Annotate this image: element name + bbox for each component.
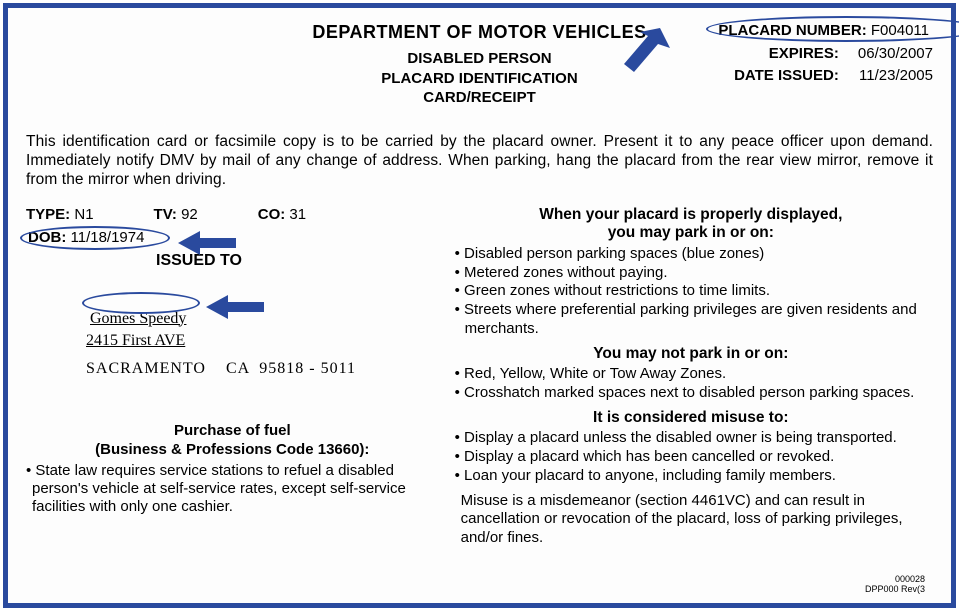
placard-number-row: PLACARD NUMBER: F004011 [714, 20, 933, 43]
date-issued-value: 11/23/2005 [843, 65, 933, 88]
misuse-item: Loan your placard to anyone, including f… [455, 467, 933, 486]
dob-label: DOB: [28, 229, 66, 246]
code-row: TYPE: N1 TV: 92 CO: 31 [26, 206, 439, 223]
issued-to-label: ISSUED TO [156, 252, 439, 270]
expires-row: EXPIRES: 06/30/2007 [714, 43, 933, 66]
type-value: N1 [74, 206, 93, 223]
may-item: Disabled person parking spaces (blue zon… [455, 245, 933, 264]
fuel-title1: Purchase of fuel [174, 422, 291, 439]
misuse-heading: It is considered misuse to: [449, 409, 933, 428]
misuse-list: Display a placard unless the disabled ow… [449, 429, 933, 485]
placard-number-value: F004011 [871, 20, 929, 43]
type-pair: TYPE: N1 [26, 206, 94, 223]
may-item: Green zones without restrictions to time… [455, 282, 933, 301]
placard-number-label: PLACARD NUMBER: [718, 22, 866, 39]
left-column: TYPE: N1 TV: 92 CO: 31 DOB: 11/18/1974 I… [26, 206, 439, 548]
columns: TYPE: N1 TV: 92 CO: 31 DOB: 11/18/1974 I… [26, 206, 933, 548]
not-item: Crosshatch marked spaces next to disable… [455, 384, 933, 403]
type-label: TYPE: [26, 206, 70, 223]
may-item: Streets where preferential parking privi… [455, 301, 933, 339]
fuel-body: • State law requires service stations to… [26, 462, 439, 516]
misuse-footer: Misuse is a misdemeanor (section 4461VC)… [449, 492, 933, 548]
holder-name: Gomes Speedy [86, 308, 190, 330]
expires-label: EXPIRES: [769, 45, 839, 62]
may-hdr-line2: you may park in or on: [608, 224, 774, 241]
street-line: 2415 First AVE [86, 330, 439, 352]
may-item: Metered zones without paying. [455, 264, 933, 283]
may-park-list: Disabled person parking spaces (blue zon… [449, 245, 933, 339]
date-issued-label: DATE ISSUED: [734, 67, 839, 84]
fuel-title2: (Business & Professions Code 13660): [95, 441, 369, 458]
subtitle-line2: PLACARD IDENTIFICATION [381, 70, 577, 87]
fuel-heading: Purchase of fuel (Business & Professions… [26, 421, 439, 460]
tv-value: 92 [181, 206, 198, 223]
form-code: 000028 DPP000 Rev(3 [865, 575, 925, 595]
form-code-l2: DPP000 Rev(3 [865, 585, 925, 595]
meta-block: PLACARD NUMBER: F004011 EXPIRES: 06/30/2… [714, 20, 933, 88]
right-column: When your placard is properly displayed,… [449, 206, 933, 548]
subtitle-line3: CARD/RECEIPT [423, 89, 536, 106]
may-hdr-line1: When your placard is properly displayed, [539, 206, 842, 223]
document-frame: DEPARTMENT OF MOTOR VEHICLES DISABLED PE… [3, 3, 956, 608]
city-line: SACRAMENTO CA 95818 - 5011 [86, 358, 439, 380]
co-label: CO: [258, 206, 286, 223]
co-pair: CO: 31 [258, 206, 306, 223]
co-value: 31 [289, 206, 306, 223]
dob-row: DOB: 11/18/1974 [26, 229, 150, 246]
dob-value: 11/18/1974 [71, 229, 145, 246]
date-issued-row: DATE ISSUED: 11/23/2005 [714, 65, 933, 88]
misuse-item: Display a placard unless the disabled ow… [455, 429, 933, 448]
tv-pair: TV: 92 [154, 206, 198, 223]
tv-label: TV: [154, 206, 177, 223]
expires-value: 06/30/2007 [843, 43, 933, 66]
misuse-item: Display a placard which has been cancell… [455, 448, 933, 467]
address-block: Gomes Speedy 2415 First AVE SACRAMENTO C… [86, 308, 439, 381]
not-item: Red, Yellow, White or Tow Away Zones. [455, 365, 933, 384]
not-park-list: Red, Yellow, White or Tow Away Zones. Cr… [449, 365, 933, 403]
not-park-heading: You may not park in or on: [449, 345, 933, 364]
subtitle-line1: DISABLED PERSON [407, 50, 551, 67]
fuel-body-text: State law requires service stations to r… [32, 462, 406, 515]
may-park-heading: When your placard is properly displayed,… [449, 206, 933, 243]
intro-paragraph: This identification card or facsimile co… [26, 132, 933, 190]
